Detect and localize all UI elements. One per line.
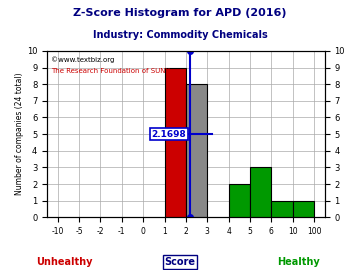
Bar xyxy=(186,84,207,217)
Bar xyxy=(293,201,314,217)
Text: Unhealthy: Unhealthy xyxy=(37,257,93,267)
Bar xyxy=(165,68,186,217)
Text: Z-Score Histogram for APD (2016): Z-Score Histogram for APD (2016) xyxy=(73,8,287,18)
Text: 2.1698: 2.1698 xyxy=(152,130,186,139)
Text: Score: Score xyxy=(165,257,195,267)
Bar xyxy=(229,184,250,217)
Text: Industry: Commodity Chemicals: Industry: Commodity Chemicals xyxy=(93,30,267,40)
Text: The Research Foundation of SUNY: The Research Foundation of SUNY xyxy=(51,68,170,73)
Bar xyxy=(271,201,293,217)
Y-axis label: Number of companies (24 total): Number of companies (24 total) xyxy=(15,73,24,195)
Text: Healthy: Healthy xyxy=(278,257,320,267)
Bar xyxy=(250,167,271,217)
Text: ©www.textbiz.org: ©www.textbiz.org xyxy=(51,56,114,63)
